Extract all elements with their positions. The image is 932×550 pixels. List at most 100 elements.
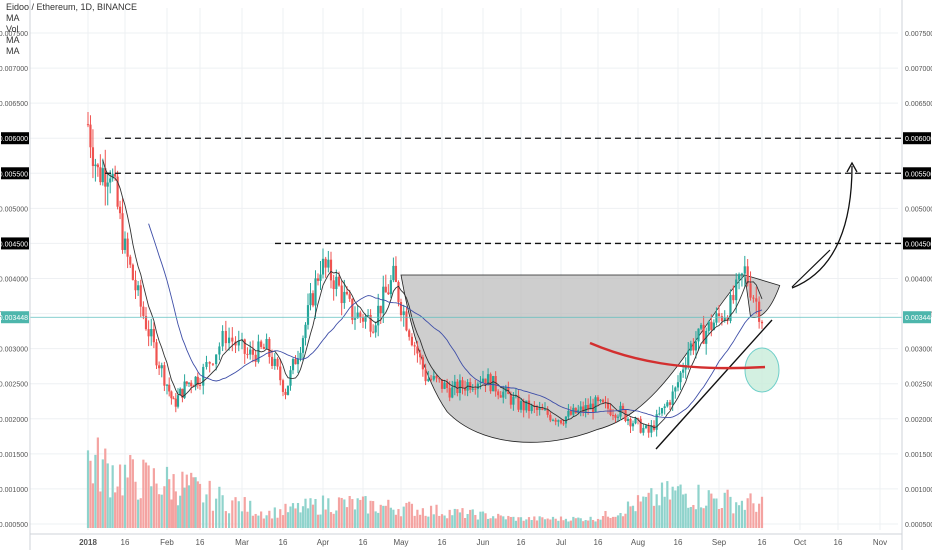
projection-line[interactable] [791, 249, 831, 288]
candle-body-35[interactable] [174, 398, 177, 407]
candle-body-70[interactable] [270, 356, 274, 366]
candle-body-256[interactable] [755, 298, 758, 302]
candle-body-220[interactable] [658, 413, 661, 415]
candle-body-174[interactable] [541, 408, 544, 410]
candle-body-22[interactable] [142, 306, 145, 316]
candle-body-71[interactable] [273, 358, 276, 366]
candle-body-170[interactable] [530, 405, 533, 412]
indicator-ma-2[interactable]: MA [6, 35, 20, 45]
candle-body-252[interactable] [743, 266, 746, 274]
candle-body-185[interactable] [569, 410, 572, 415]
candle-body-129[interactable] [424, 369, 427, 382]
candle-body-14[interactable] [121, 213, 124, 250]
candle-body-10[interactable] [111, 173, 114, 179]
candle-body-214[interactable] [642, 427, 645, 433]
candle-body-232[interactable] [689, 343, 692, 351]
candle-body-76[interactable] [286, 385, 290, 395]
candle-body-52[interactable] [218, 346, 221, 355]
candle-body-83[interactable] [304, 324, 307, 339]
candle-body-17[interactable] [129, 256, 132, 265]
target-arrow-head[interactable] [846, 161, 858, 173]
candle-body-127[interactable] [419, 353, 422, 358]
candle-body-68[interactable] [265, 338, 268, 350]
candle-body-9[interactable] [109, 178, 112, 183]
candle-body-41[interactable] [187, 382, 191, 384]
candle-body-203[interactable] [614, 415, 617, 418]
candle-body-183[interactable] [564, 416, 568, 424]
candle-body-119[interactable] [397, 281, 400, 303]
target-arrow-curve[interactable] [791, 165, 853, 289]
candle-body-110[interactable] [374, 325, 377, 333]
candle-body-135[interactable] [440, 379, 444, 389]
candle-body-61[interactable] [246, 353, 249, 355]
candle-body-25[interactable] [150, 328, 153, 337]
candle-body-128[interactable] [421, 357, 424, 370]
candle-body-98[interactable] [343, 291, 346, 304]
candle-body-88[interactable] [316, 278, 320, 281]
candle-body-162[interactable] [509, 394, 512, 405]
candle-body-147[interactable] [471, 388, 474, 390]
candle-body-109[interactable] [372, 331, 375, 333]
candle-body-95[interactable] [335, 276, 338, 290]
candle-body-157[interactable] [497, 391, 500, 396]
candle-body-250[interactable] [737, 274, 741, 280]
candle-body-26[interactable] [152, 328, 155, 343]
candle-body-152[interactable] [484, 378, 487, 386]
candle-body-187[interactable] [574, 407, 577, 414]
candle-body-64[interactable] [254, 354, 257, 362]
candle-body-122[interactable] [405, 311, 408, 331]
candle-body-49[interactable] [208, 361, 211, 364]
candle-body-19[interactable] [134, 279, 137, 291]
candle-body-32[interactable] [168, 384, 171, 392]
candle-body-80[interactable] [296, 358, 300, 365]
candle-body-146[interactable] [469, 382, 472, 390]
candle-body-123[interactable] [408, 330, 411, 337]
candle-body-23[interactable] [144, 315, 148, 330]
candle-body-28[interactable] [158, 365, 161, 369]
candle-body-211[interactable] [634, 418, 637, 424]
candle-body-202[interactable] [611, 415, 615, 417]
candle-body-178[interactable] [551, 419, 555, 421]
candle-body-37[interactable] [179, 388, 182, 396]
candle-body-227[interactable] [676, 382, 680, 388]
candle-body-155[interactable] [492, 376, 495, 392]
candle-body-222[interactable] [663, 406, 666, 409]
candle-body-234[interactable] [694, 341, 698, 351]
highlight-circle[interactable] [744, 347, 780, 393]
support-trendline[interactable] [655, 319, 773, 450]
candle-body-253[interactable] [746, 266, 749, 284]
candle-body-175[interactable] [543, 409, 547, 411]
candle-body-54[interactable] [224, 330, 227, 344]
candle-body-136[interactable] [443, 382, 446, 389]
candle-body-31[interactable] [165, 384, 169, 386]
candle-body-179[interactable] [554, 419, 557, 422]
candle-body-46[interactable] [198, 384, 202, 386]
candle-body-107[interactable] [366, 314, 370, 317]
candle-body-86[interactable] [311, 293, 315, 306]
candle-body-72[interactable] [276, 358, 279, 367]
cup-and-handle-drawing[interactable] [400, 274, 781, 443]
candle-body-29[interactable] [160, 365, 163, 369]
candle-body-126[interactable] [416, 346, 419, 354]
candle-body-195[interactable] [594, 397, 597, 412]
candle-body-140[interactable] [453, 381, 456, 388]
red-ma-curve[interactable] [589, 341, 766, 370]
candle-body-105[interactable] [361, 317, 365, 322]
candle-body-153[interactable] [486, 374, 490, 386]
candle-body-92[interactable] [327, 259, 330, 268]
candle-body-190[interactable] [582, 406, 585, 412]
candle-body-137[interactable] [446, 382, 449, 388]
candle-body-51[interactable] [215, 354, 218, 365]
candle-body-198[interactable] [601, 399, 605, 403]
candle-body-48[interactable] [205, 361, 208, 367]
candle-body-223[interactable] [666, 402, 669, 407]
candle-body-210[interactable] [631, 423, 635, 427]
candle-body-103[interactable] [356, 312, 359, 319]
candle-body-156[interactable] [494, 376, 497, 392]
candle-body-148[interactable] [474, 388, 477, 390]
candle-body-65[interactable] [257, 341, 260, 362]
candle-body-180[interactable] [557, 420, 560, 422]
indicator-ma-1[interactable]: MA [6, 13, 20, 23]
candle-body-20[interactable] [137, 285, 140, 291]
candle-body-241[interactable] [712, 322, 715, 330]
